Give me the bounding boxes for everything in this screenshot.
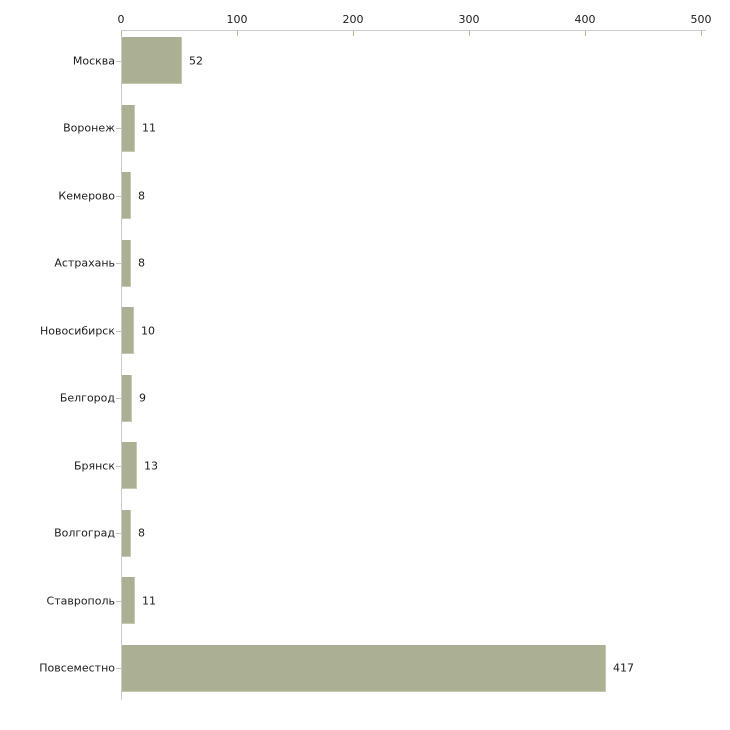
y-axis-tick-mark (116, 128, 121, 130)
x-axis-tick-label: 0 (117, 13, 125, 26)
y-axis-tick-mark (116, 600, 121, 602)
category-label: Новосибирск (39, 324, 115, 338)
x-axis-tick-mark (585, 31, 586, 36)
x-axis-tick-mark (469, 31, 470, 36)
bar (122, 307, 134, 355)
x-axis-tick-mark (237, 31, 238, 36)
value-label: 11 (142, 594, 156, 608)
x-axis-tick-mark (121, 31, 122, 36)
y-axis-tick-mark (116, 668, 121, 670)
value-label: 8 (138, 526, 145, 540)
bar (122, 104, 135, 152)
bar (122, 509, 131, 557)
y-axis-tick-mark (116, 330, 121, 332)
y-axis-tick-mark (116, 398, 121, 400)
value-label: 13 (144, 459, 158, 473)
y-axis-tick-mark (116, 533, 121, 535)
x-axis-tick-label: 400 (574, 13, 596, 26)
category-label: Кемерово (58, 189, 115, 203)
value-label: 9 (139, 391, 146, 405)
category-label: Повсеместно (39, 661, 115, 675)
x-axis-tick-mark (353, 31, 354, 36)
bar (122, 37, 182, 84)
x-axis-tick-label: 300 (458, 13, 480, 26)
bar (122, 374, 132, 422)
category-label: Белгород (59, 391, 115, 405)
bar (122, 577, 135, 625)
x-axis-tick-label: 500 (690, 13, 712, 26)
y-axis-tick-mark (116, 465, 121, 467)
x-axis-tick-label: 200 (342, 13, 364, 26)
value-label: 8 (138, 256, 145, 270)
category-label: Ставрополь (46, 594, 115, 608)
category-label: Волгоград (54, 526, 115, 540)
value-label: 417 (613, 661, 634, 675)
y-axis-tick-mark (116, 60, 121, 62)
bar (122, 172, 131, 220)
value-label: 10 (141, 324, 155, 338)
bar (122, 239, 131, 287)
y-axis-tick-mark (116, 195, 121, 197)
category-label: Воронеж (63, 121, 115, 135)
x-axis-line (121, 30, 706, 31)
value-label: 8 (138, 189, 145, 203)
value-label: 11 (142, 121, 156, 135)
category-label: Москва (72, 54, 115, 67)
x-axis-tick-mark (701, 31, 702, 36)
y-axis-tick-mark (116, 263, 121, 265)
x-axis-tick-label: 100 (226, 13, 248, 26)
bar (122, 442, 137, 490)
category-label: Брянск (73, 459, 115, 473)
value-label: 52 (189, 54, 203, 67)
category-label: Астрахань (54, 256, 115, 270)
bar (122, 644, 606, 692)
y-axis-line (121, 30, 122, 700)
